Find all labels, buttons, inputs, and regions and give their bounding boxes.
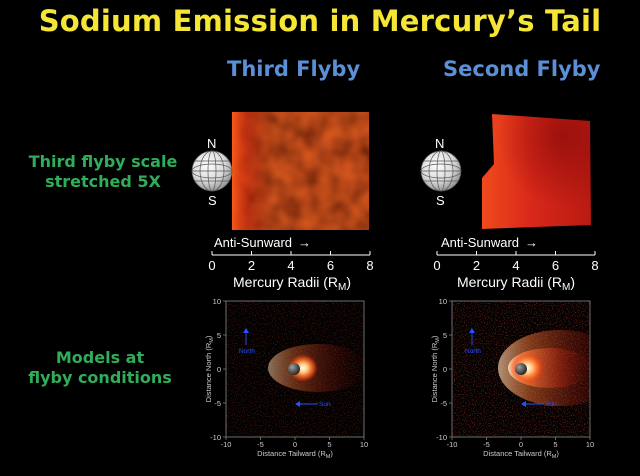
models-line-1: Models at (55, 348, 145, 367)
mercury-sphere-third (288, 363, 300, 375)
ytick-0-second: 0 (443, 365, 447, 374)
xtick-m5-second: -5 (483, 440, 490, 449)
south-label-third: S (208, 193, 217, 208)
xtick-10-third: 10 (360, 440, 368, 449)
tick-4-second: 4 (512, 258, 519, 273)
xtick-10-second: 10 (586, 440, 594, 449)
page-title: Sodium Emission in Mercury’s Tail (38, 4, 602, 38)
mercury-sphere-second (515, 363, 527, 375)
scale-note-line-2: stretched 5X (45, 172, 161, 191)
xtick-5-third: 5 (327, 440, 331, 449)
scale-note-line-1: Third flyby scale (28, 152, 178, 171)
tick-6-second: 6 (552, 258, 559, 273)
xtick-0-third: 0 (293, 440, 297, 449)
globe-icon-third (191, 150, 233, 192)
ytick-5-second: 5 (443, 331, 447, 340)
third-flyby-axis: Anti-Sunward → 0 2 4 6 8 Mercury Radii (… (208, 235, 373, 293)
anti-sunward-label-third: Anti-Sunward (214, 235, 292, 250)
north-label-second: N (435, 136, 444, 151)
second-flyby-heading: Second Flyby (443, 57, 601, 81)
ytick-m10-third: -10 (210, 433, 221, 442)
sun-annotation-second: Sun (545, 401, 557, 408)
xtick-0-second: 0 (519, 440, 523, 449)
tick-8-second: 8 (591, 258, 598, 273)
model-plot-third: -10 -5 0 5 10 10 5 0 -5 -10 Distance Tai… (204, 297, 368, 460)
xtick-5-second: 5 (553, 440, 557, 449)
tick-0-second: 0 (433, 258, 440, 273)
tick-0-third: 0 (208, 258, 215, 273)
ytick-m5-third: -5 (214, 399, 221, 408)
model-ylabel-second: Distance North (RM) (430, 335, 441, 402)
second-flyby-image (482, 114, 591, 229)
axis-label-third: Mercury Radii (RM) (233, 274, 351, 293)
tick-8-third: 8 (366, 258, 373, 273)
models-label: Models at flyby conditions (5, 348, 195, 388)
north-annotation-second: North (465, 348, 481, 355)
arrow-right-icon-second: → (525, 235, 538, 250)
tick-2-second: 2 (473, 258, 480, 273)
third-flyby-image (232, 112, 369, 230)
model-ylabel-third: Distance North (RM) (204, 335, 215, 402)
north-annotation-third: North (239, 348, 255, 355)
model-xlabel-third: Distance Tailward (RM) (257, 449, 333, 460)
ytick-5-third: 5 (217, 331, 221, 340)
sun-annotation-third: Sun (319, 401, 331, 408)
globe-icon-second (420, 150, 462, 192)
model-xlabel-second: Distance Tailward (RM) (483, 449, 559, 460)
ytick-10-second: 10 (439, 297, 447, 306)
ytick-0-third: 0 (217, 365, 221, 374)
ytick-m5-second: -5 (440, 399, 447, 408)
north-label-third: N (207, 136, 216, 151)
third-flyby-heading: Third Flyby (227, 57, 361, 81)
model-plot-second: -10 -5 0 5 10 10 5 0 -5 -10 Distance Tai… (430, 297, 594, 460)
tick-6-third: 6 (327, 258, 334, 273)
xtick-m5-third: -5 (257, 440, 264, 449)
xtick-m10-second: -10 (447, 440, 458, 449)
tick-4-third: 4 (287, 258, 294, 273)
arrow-right-icon-third: → (298, 235, 311, 250)
anti-sunward-label-second: Anti-Sunward (441, 235, 519, 250)
tick-2-third: 2 (248, 258, 255, 273)
models-line-2: flyby conditions (28, 368, 172, 387)
second-flyby-axis: Anti-Sunward → 0 2 4 6 8 Mercury Radii (… (433, 235, 598, 293)
axis-label-second: Mercury Radii (RM) (457, 274, 575, 293)
ytick-m10-second: -10 (436, 433, 447, 442)
scale-note-label: Third flyby scale stretched 5X (8, 152, 198, 192)
xtick-m10-third: -10 (221, 440, 232, 449)
ytick-10-third: 10 (213, 297, 221, 306)
south-label-second: S (436, 193, 445, 208)
